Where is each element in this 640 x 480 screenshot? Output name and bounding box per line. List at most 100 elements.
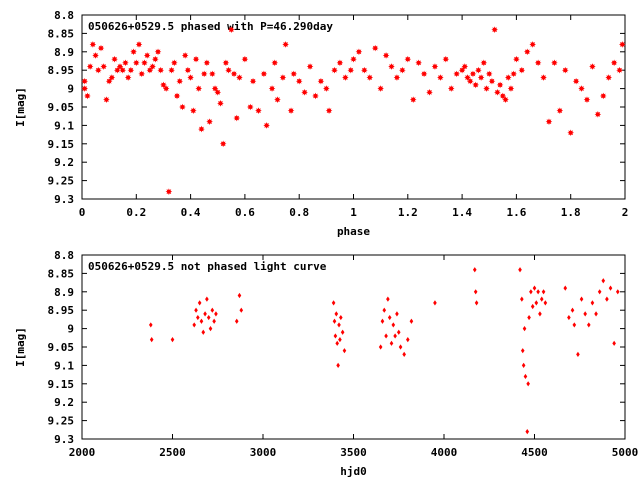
- data-point: [488, 77, 496, 85]
- data-point: [181, 52, 189, 59]
- data-point: [355, 48, 363, 56]
- x-tick-label: 0.8: [289, 206, 309, 219]
- y-tick-label: 8.85: [48, 27, 75, 40]
- data-point: [114, 66, 121, 74]
- data-point: [378, 344, 383, 350]
- data-point: [545, 118, 553, 126]
- data-point: [168, 66, 175, 74]
- data-point: [268, 85, 276, 92]
- data-point: [616, 66, 623, 74]
- data-point: [192, 322, 197, 328]
- x-tick-label: 0.2: [126, 206, 146, 219]
- data-point: [388, 63, 395, 70]
- chart-title: 050626+0529.5 not phased light curve: [88, 260, 327, 273]
- data-point: [271, 59, 279, 67]
- data-point: [103, 96, 110, 103]
- data-point: [389, 340, 394, 346]
- data-point: [442, 55, 450, 63]
- data-point: [211, 85, 219, 92]
- data-point: [520, 296, 524, 302]
- data-point: [337, 322, 341, 328]
- data-point: [332, 318, 337, 324]
- data-point: [525, 429, 530, 435]
- data-point: [480, 59, 488, 67]
- data-point: [312, 92, 319, 100]
- data-point: [340, 329, 345, 335]
- data-point: [135, 41, 143, 48]
- y-tick-label: 8.85: [48, 267, 75, 280]
- data-point: [146, 66, 154, 74]
- data-point: [382, 52, 390, 59]
- data-point: [599, 92, 607, 100]
- data-point: [590, 300, 595, 306]
- y-tick-label: 8.8: [54, 249, 74, 262]
- y-tick-label: 9.15: [48, 378, 75, 391]
- data-point: [157, 66, 165, 74]
- data-point: [507, 85, 515, 92]
- data-point: [393, 74, 401, 81]
- data-point: [334, 311, 339, 317]
- data-point: [187, 74, 194, 81]
- y-tick-label: 9.25: [48, 175, 75, 188]
- data-point: [583, 96, 591, 103]
- y-axis-label: I[mag]: [14, 87, 27, 127]
- x-axis-label: hjd0: [340, 465, 367, 478]
- x-tick-label: 3500: [340, 446, 367, 459]
- data-point: [287, 107, 295, 114]
- data-point: [371, 44, 379, 52]
- y-tick-label: 9.05: [48, 101, 75, 114]
- data-point: [205, 296, 209, 302]
- data-point: [608, 285, 613, 291]
- data-point: [396, 329, 401, 335]
- data-point: [561, 66, 569, 74]
- data-point: [522, 326, 527, 332]
- data-point: [605, 74, 613, 81]
- data-point: [141, 59, 148, 67]
- data-point: [190, 107, 197, 114]
- data-point: [504, 74, 512, 81]
- data-point: [541, 289, 546, 295]
- data-point: [398, 344, 403, 350]
- data-point: [274, 96, 281, 103]
- data-point: [214, 88, 222, 96]
- data-point: [510, 70, 517, 78]
- data-point: [122, 59, 129, 67]
- data-point: [404, 55, 412, 63]
- data-point: [247, 103, 254, 111]
- x-tick-label: 5000: [612, 446, 639, 459]
- data-point: [124, 74, 132, 81]
- plot-frame: [81, 254, 626, 440]
- x-tick-label: 2: [622, 206, 629, 219]
- data-point: [618, 41, 626, 48]
- data-point: [237, 292, 242, 299]
- data-point: [499, 92, 507, 100]
- data-point: [233, 114, 241, 122]
- data-point: [212, 318, 216, 324]
- data-point: [529, 41, 536, 48]
- data-point: [523, 48, 531, 56]
- data-point: [260, 70, 268, 78]
- x-tick-label: 4000: [431, 446, 458, 459]
- data-point: [105, 77, 113, 85]
- data-point: [612, 340, 616, 346]
- y-tick-label: 9.1: [54, 119, 74, 132]
- data-point: [333, 333, 338, 339]
- data-point: [523, 373, 528, 380]
- data-point: [615, 289, 620, 295]
- x-tick-label: 0.4: [181, 206, 201, 219]
- data-point: [225, 66, 232, 74]
- data-point: [494, 88, 501, 96]
- y-tick-label: 8.95: [48, 64, 75, 77]
- data-point: [338, 337, 342, 343]
- y-tick-label: 9.3: [54, 433, 74, 446]
- data-point: [81, 85, 89, 92]
- data-point: [532, 285, 537, 291]
- data-point: [160, 81, 167, 89]
- data-point: [567, 129, 574, 137]
- data-point: [366, 74, 374, 81]
- data-point: [198, 125, 205, 133]
- data-point: [563, 285, 568, 291]
- data-point: [230, 70, 238, 78]
- data-point: [415, 59, 422, 67]
- x-tick-label: 1: [350, 206, 357, 219]
